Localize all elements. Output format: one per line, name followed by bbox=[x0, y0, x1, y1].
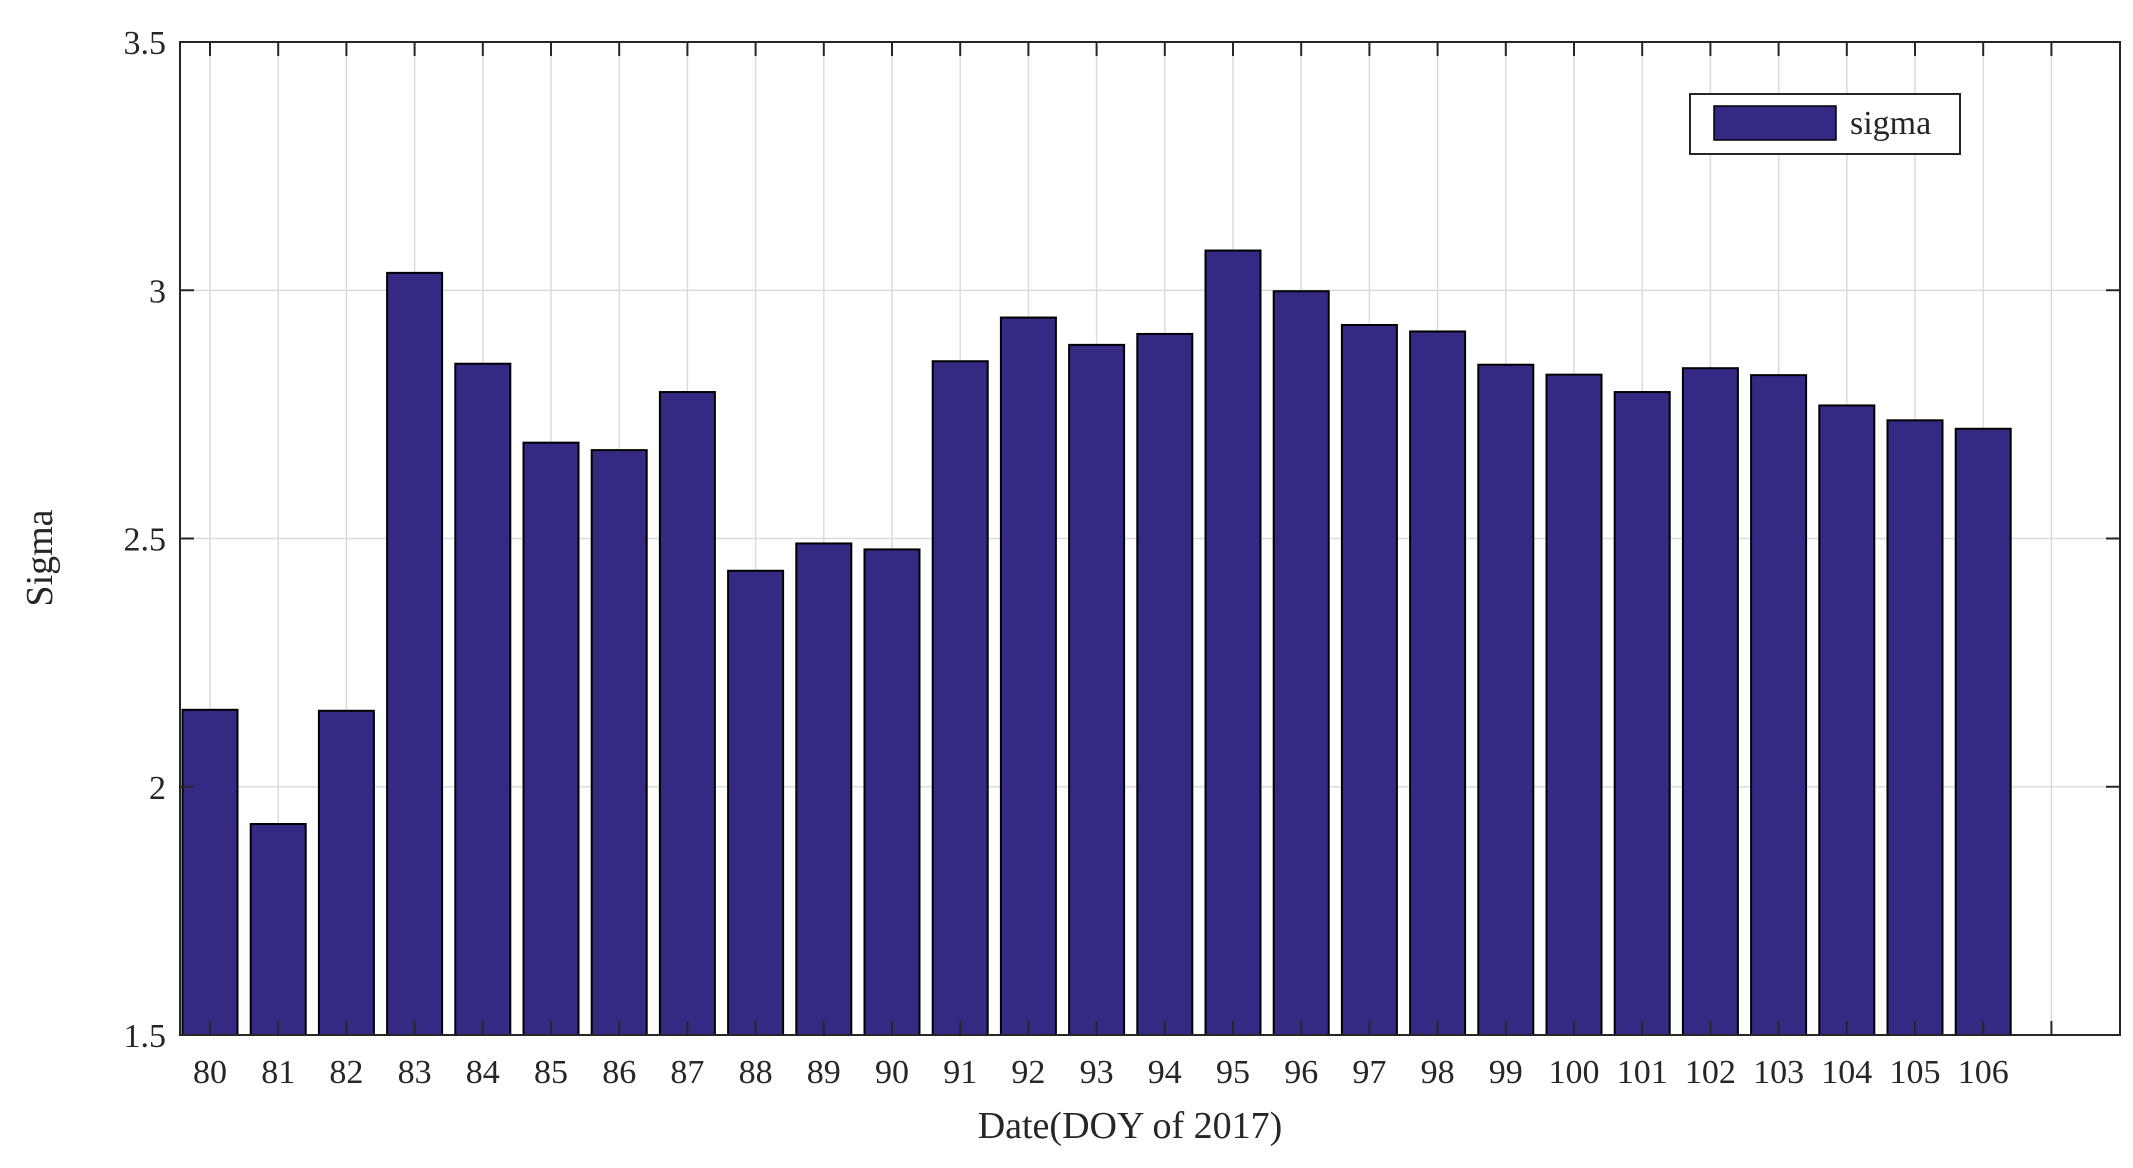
bar-93 bbox=[1068, 343, 1126, 1036]
bar-82 bbox=[317, 709, 375, 1037]
bar-101 bbox=[1613, 391, 1671, 1037]
bar-86 bbox=[590, 449, 648, 1036]
x-tick-labels: 80 81 82 83 84 85 86 87 88 89 90 91 92 93 94 95 96 97 98 99… bbox=[193, 1054, 2009, 1091]
legend-swatch bbox=[1713, 105, 1837, 141]
x-tick-label: 103 bbox=[1753, 1054, 1804, 1091]
y-tick-label: 3.5 bbox=[124, 25, 167, 62]
x-tick-label: 84 bbox=[466, 1054, 500, 1091]
bar-94 bbox=[1136, 332, 1194, 1036]
bar-98 bbox=[1409, 330, 1467, 1037]
y-tick-label: 3 bbox=[149, 273, 166, 310]
x-tick-label: 98 bbox=[1421, 1054, 1455, 1091]
x-tick-label: 97 bbox=[1352, 1054, 1386, 1091]
x-tick-label: 85 bbox=[534, 1054, 568, 1091]
legend: sigma bbox=[1689, 93, 1961, 155]
x-tick-label: 80 bbox=[193, 1054, 227, 1091]
x-tick-label: 94 bbox=[1148, 1054, 1182, 1091]
bar-106 bbox=[1954, 427, 2012, 1036]
legend-label: sigma bbox=[1850, 105, 1931, 142]
bar-83 bbox=[386, 271, 444, 1036]
y-tick-label: 2.5 bbox=[124, 522, 167, 559]
bar-105 bbox=[1886, 419, 1944, 1036]
x-axis-title: Date(DOY of 2017) bbox=[978, 1105, 1283, 1147]
bar-99 bbox=[1477, 363, 1535, 1037]
x-tick-label: 102 bbox=[1685, 1054, 1736, 1091]
bar-90 bbox=[863, 548, 921, 1036]
axes bbox=[179, 41, 2121, 1036]
y-tick-labels: 1.5 2 2.5 3 3.5 bbox=[124, 25, 167, 1055]
bar-96 bbox=[1272, 290, 1330, 1037]
bar-104 bbox=[1818, 404, 1876, 1036]
bars bbox=[181, 249, 2012, 1037]
bar-95 bbox=[1204, 249, 1262, 1036]
x-tick-label: 91 bbox=[943, 1054, 977, 1091]
x-tick-label: 106 bbox=[1958, 1054, 2009, 1091]
bar-80 bbox=[181, 708, 239, 1036]
x-tick-label: 99 bbox=[1489, 1054, 1523, 1091]
bar-91 bbox=[931, 360, 989, 1036]
bar-97 bbox=[1340, 324, 1398, 1036]
bar-89 bbox=[795, 542, 853, 1037]
x-tick-label: 89 bbox=[807, 1054, 841, 1091]
x-tick-label: 93 bbox=[1080, 1054, 1114, 1091]
x-tick-label: 96 bbox=[1284, 1054, 1318, 1091]
y-axis-title: Sigma bbox=[19, 509, 61, 606]
y-tick-label: 1.5 bbox=[124, 1018, 167, 1055]
x-tick-label: 87 bbox=[670, 1054, 704, 1091]
x-tick-label: 105 bbox=[1890, 1054, 1941, 1091]
bar-81 bbox=[249, 822, 307, 1036]
bar-87 bbox=[658, 391, 716, 1037]
bar-92 bbox=[999, 316, 1057, 1036]
x-tick-label: 88 bbox=[739, 1054, 773, 1091]
bar-102 bbox=[1681, 367, 1739, 1036]
bar-100 bbox=[1545, 373, 1603, 1036]
x-tick-label: 81 bbox=[261, 1054, 295, 1091]
x-tick-label: 86 bbox=[602, 1054, 636, 1091]
x-tick-label: 101 bbox=[1617, 1054, 1668, 1091]
x-tick-label: 90 bbox=[875, 1054, 909, 1091]
x-tick-label: 95 bbox=[1216, 1054, 1250, 1091]
x-tick-label: 92 bbox=[1011, 1054, 1045, 1091]
y-tick-label: 2 bbox=[149, 770, 166, 807]
x-tick-label: 83 bbox=[398, 1054, 432, 1091]
bar-88 bbox=[727, 569, 785, 1037]
x-tick-label: 104 bbox=[1821, 1054, 1872, 1091]
x-tick-label: 82 bbox=[329, 1054, 363, 1091]
bar-84 bbox=[454, 362, 512, 1036]
bar-103 bbox=[1750, 374, 1808, 1036]
x-tick-label: 100 bbox=[1549, 1054, 1600, 1091]
bar-85 bbox=[522, 441, 580, 1037]
